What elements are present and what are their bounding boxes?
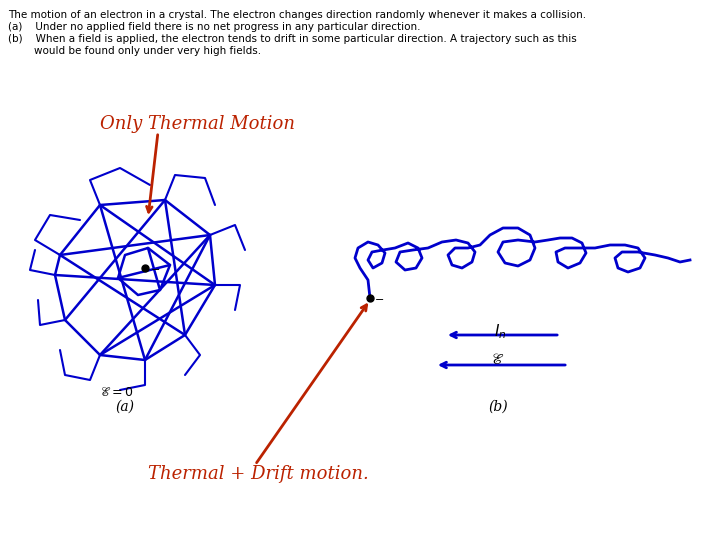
Text: (b): (b) [488,400,508,414]
Text: $\mathscr{E} = 0$: $\mathscr{E} = 0$ [100,385,134,399]
Text: The motion of an electron in a crystal. The electron changes direction randomly : The motion of an electron in a crystal. … [8,10,586,20]
Text: $I_n$: $I_n$ [494,322,506,341]
Text: would be found only under very high fields.: would be found only under very high fiel… [8,46,261,56]
Text: $-$: $-$ [150,263,160,273]
Text: $\mathscr{E}$: $\mathscr{E}$ [492,352,505,367]
Text: $-$: $-$ [374,293,384,303]
Text: Thermal + Drift motion.: Thermal + Drift motion. [148,465,369,483]
Text: (a): (a) [115,400,135,414]
Text: (b)    When a field is applied, the electron tends to drift in some particular d: (b) When a field is applied, the electro… [8,34,577,44]
Text: Only Thermal Motion: Only Thermal Motion [100,115,295,133]
Text: (a)    Under no applied field there is no net progress in any particular directi: (a) Under no applied field there is no n… [8,22,420,32]
